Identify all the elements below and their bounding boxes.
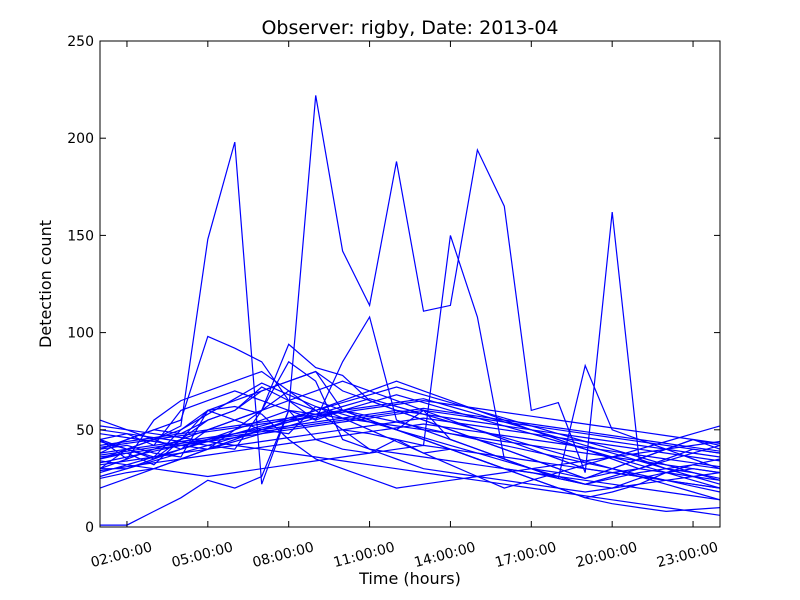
x-tick-label: 05:00:00: [170, 539, 235, 571]
x-tick-label: 14:00:00: [413, 539, 478, 571]
series-line-27: [99, 423, 721, 472]
x-tick-label: 02:00:00: [89, 539, 154, 571]
x-axis-label: Time (hours): [358, 569, 461, 588]
x-tick-label: 11:00:00: [332, 539, 397, 571]
series-line-25: [99, 417, 721, 466]
series-line-10: [99, 360, 721, 501]
series-line-28: [99, 399, 721, 448]
series-line-21: [99, 394, 721, 489]
series-line-4: [100, 409, 721, 526]
chart-title: Observer: rigby, Date: 2013-04: [261, 17, 558, 39]
series-line-17: [99, 386, 721, 481]
y-tick-label: 200: [67, 131, 94, 147]
series-line-14: [99, 405, 721, 485]
series-line-30: [99, 444, 721, 489]
series-lines: [99, 95, 721, 526]
x-tick-label: 08:00:00: [251, 539, 316, 571]
x-tick-labels: 02:00:00 05:00:00 08:00:00 11:00:00 14:00:00…: [89, 539, 720, 571]
series-line-26: [99, 425, 721, 516]
series-line-13: [99, 398, 721, 485]
series-line-2: [99, 235, 721, 489]
x-tick-label: 23:00:00: [655, 539, 720, 571]
x-tick-label: 20:00:00: [574, 539, 639, 571]
series-line-16: [99, 405, 721, 489]
axis-ticks: [100, 40, 720, 528]
y-axis-label: Detection count: [36, 220, 55, 348]
y-tick-label: 150: [67, 228, 94, 244]
plot-frame: [99, 40, 721, 528]
series-line-18: [99, 370, 721, 493]
y-tick-label: 50: [76, 423, 94, 439]
y-tick-label: 0: [85, 520, 94, 536]
y-tick-label: 100: [67, 326, 94, 342]
series-line-1: [99, 95, 721, 485]
series-line-12: [99, 343, 721, 480]
series-line-29: [99, 407, 721, 456]
series-line-24: [99, 409, 721, 458]
series-line-11: [99, 390, 721, 513]
y-tick-labels: 0 50 100 150 200 250: [67, 34, 94, 536]
x-tick-label: 17:00:00: [493, 539, 558, 571]
y-tick-label: 250: [67, 34, 94, 50]
